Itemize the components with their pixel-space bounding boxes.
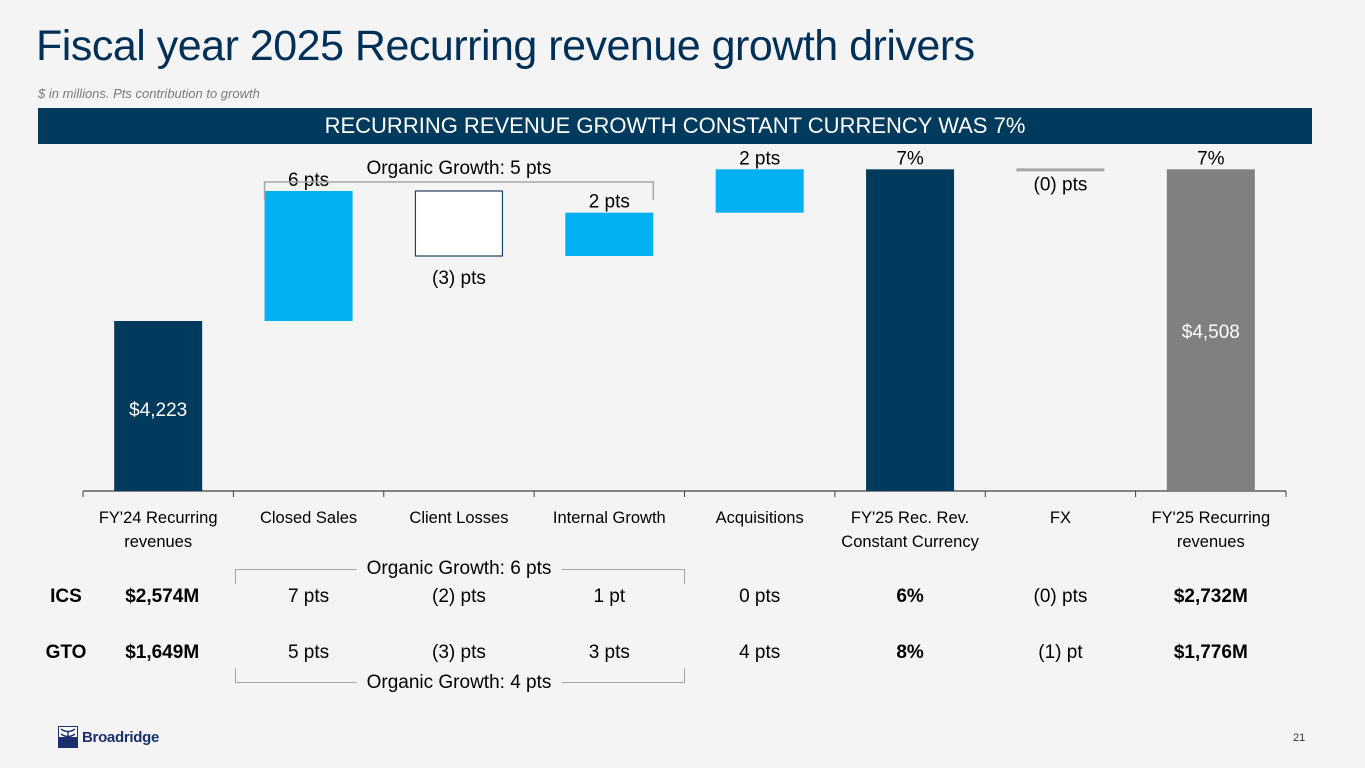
segment-base-value: $1,649M: [125, 642, 200, 663]
bar-value-label: 2 pts: [589, 192, 630, 213]
segment-cell: (1) pt: [1038, 642, 1083, 663]
bar-value-label: 7%: [1197, 148, 1225, 169]
segment-cell: (0) pts: [1033, 586, 1088, 607]
segment-cell: 0 pts: [739, 586, 781, 607]
bar-1: [264, 191, 353, 321]
bar-3: [565, 212, 654, 256]
category-label: FY'24 Recurring: [99, 509, 218, 527]
gto-organic-label: Organic Growth: 4 pts: [356, 672, 562, 694]
bar-value-label: 2 pts: [739, 148, 780, 169]
category-label: Closed Sales: [260, 509, 357, 527]
category-label: FY'25 Recurring: [1151, 509, 1270, 527]
category-label: Constant Currency: [841, 533, 979, 551]
segment-cell: (3) pts: [432, 642, 486, 663]
category-label: revenues: [1177, 533, 1245, 551]
category-label: Internal Growth: [553, 509, 666, 527]
segment-name: GTO: [45, 642, 87, 663]
segment-cell: $2,732M: [1173, 586, 1248, 607]
bar-value-label: (0) pts: [1034, 174, 1088, 195]
segment-cell: (2) pts: [432, 586, 486, 607]
segment-cell: 8%: [896, 642, 924, 663]
bar-value-label: 6 pts: [288, 170, 329, 191]
category-label: revenues: [124, 533, 192, 551]
segment-cell: 5 pts: [287, 642, 330, 663]
broadridge-logo: Broadridge: [58, 726, 159, 748]
bar-4: [715, 169, 804, 213]
organic-growth-bracket: [263, 181, 655, 200]
bar-inner-label: $4,508: [1182, 322, 1240, 343]
bar-5: [866, 169, 955, 492]
segment-cell: 7 pts: [287, 586, 330, 607]
ics-organic-label: Organic Growth: 6 pts: [356, 558, 562, 580]
segment-name: ICS: [50, 586, 82, 607]
category-label: Acquisitions: [716, 509, 804, 527]
bar-value-label: (3) pts: [432, 268, 486, 289]
segment-cell: 6%: [896, 586, 924, 607]
organic-growth-label: Organic Growth: 5 pts: [367, 158, 552, 179]
segment-cell: 1 pt: [593, 586, 626, 607]
page-title: Fiscal year 2025 Recurring revenue growt…: [36, 22, 975, 70]
segment-cell: $1,776M: [1173, 642, 1248, 663]
bar-7: [1166, 169, 1255, 492]
headline-banner: RECURRING REVENUE GROWTH CONSTANT CURREN…: [38, 108, 1312, 144]
bar-0: [114, 321, 203, 491]
page-number: 21: [1293, 732, 1306, 744]
broadridge-logo-icon: [58, 726, 78, 748]
segment-cell: 4 pts: [739, 642, 781, 663]
logo-text: Broadridge: [82, 728, 160, 746]
bar-2: [414, 190, 504, 257]
segment-base-value: $2,574M: [125, 586, 200, 607]
segment-cell: 3 pts: [588, 642, 630, 663]
bar-6: [1016, 168, 1105, 172]
category-label: FY'25 Rec. Rev.: [851, 509, 969, 527]
category-label: FX: [1050, 509, 1071, 527]
bar-value-label: $4,223: [129, 400, 187, 421]
subtitle: $ in millions. Pts contribution to growt…: [38, 86, 260, 101]
bar-value-label: 7%: [896, 148, 924, 169]
category-label: Client Losses: [409, 509, 508, 527]
